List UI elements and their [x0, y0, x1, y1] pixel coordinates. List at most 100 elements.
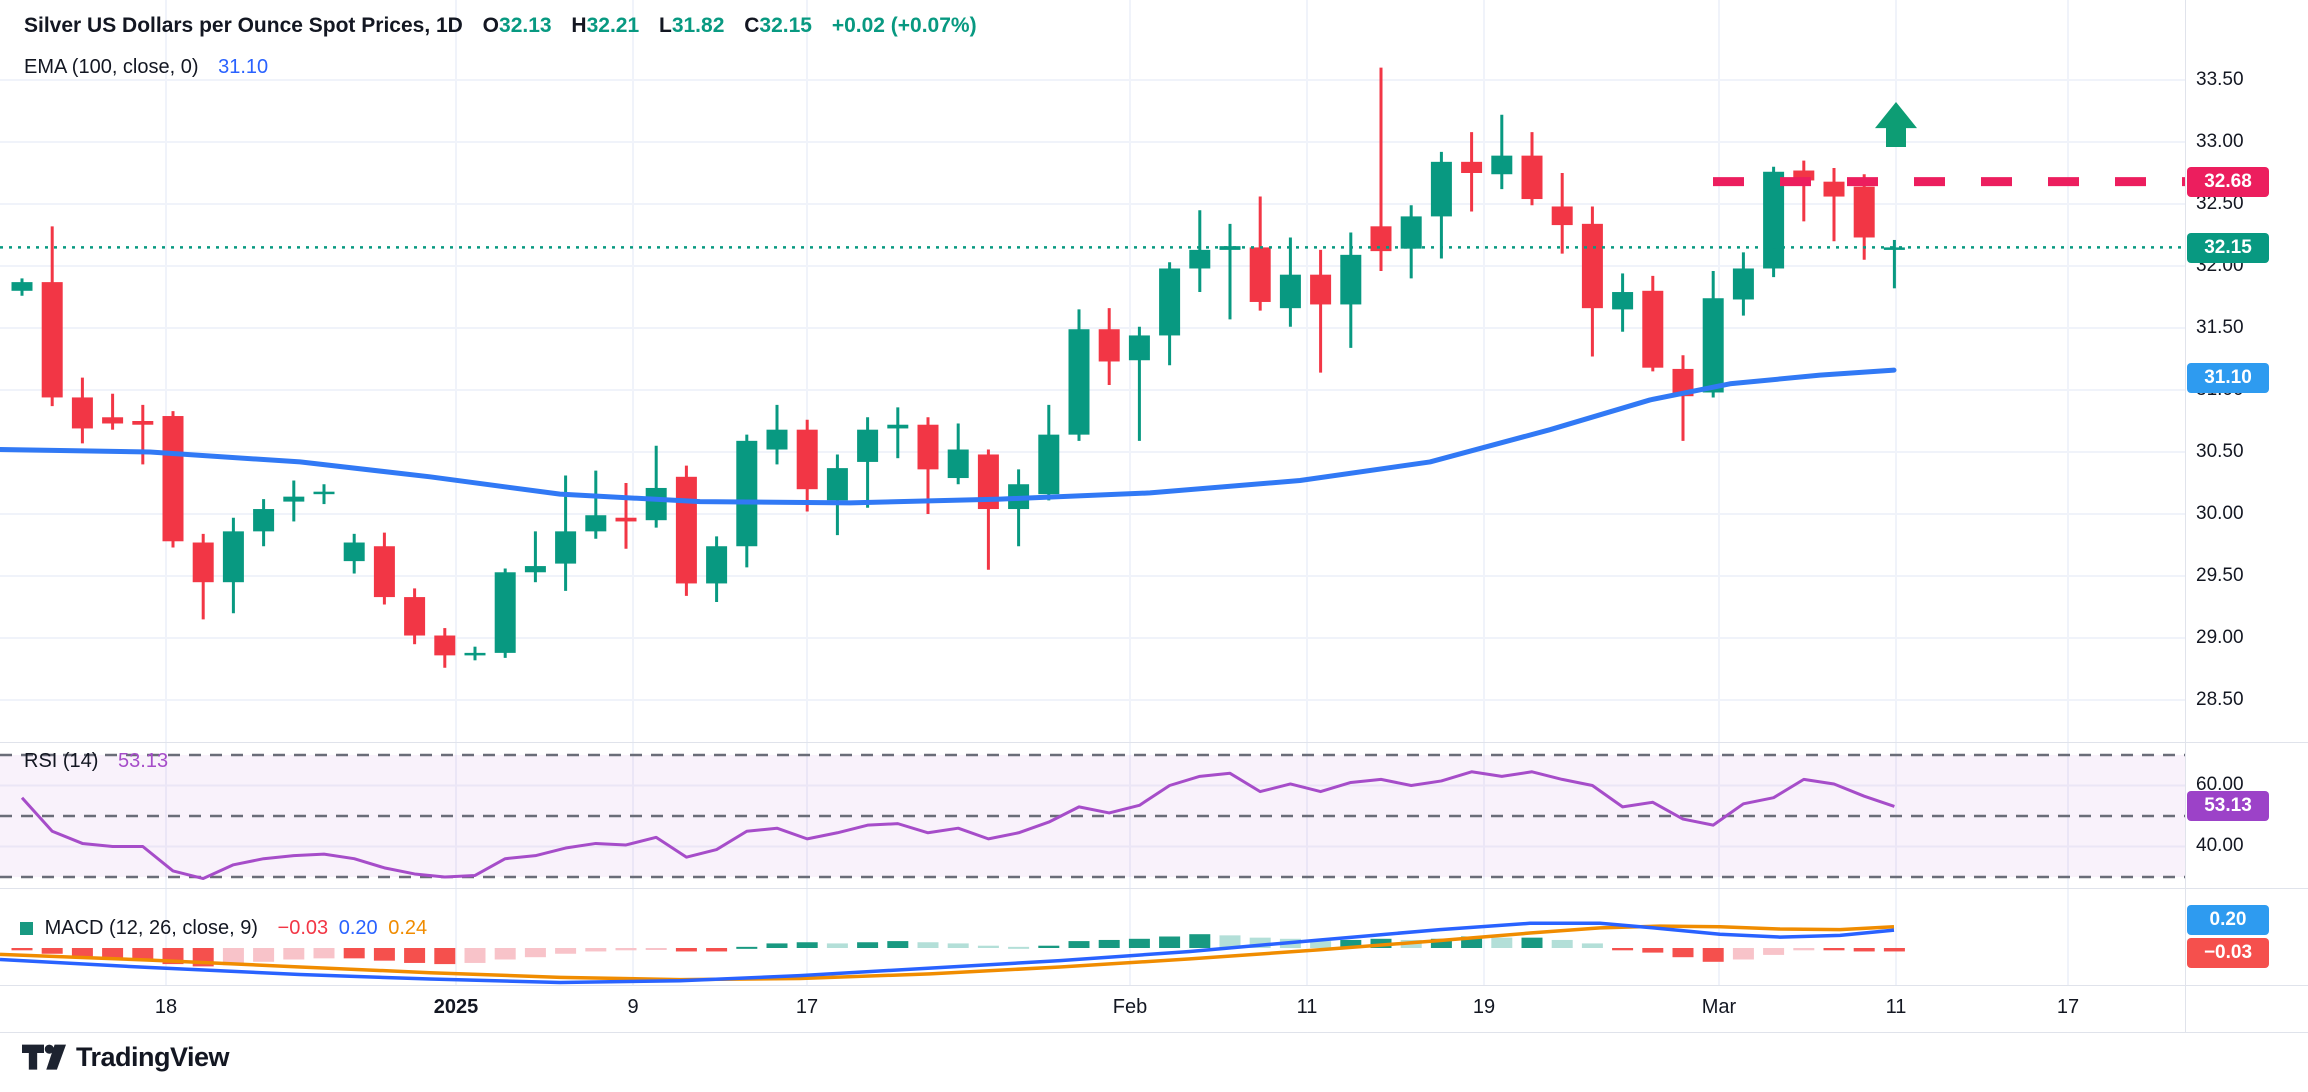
macd-hist-bar — [1581, 943, 1603, 948]
macd-hist-bar — [1128, 938, 1150, 948]
time-axis-label: 9 — [627, 996, 639, 1018]
ema-value: 31.10 — [218, 56, 269, 78]
candle — [1461, 161, 1483, 173]
price-axis-label: 33.50 — [2196, 69, 2244, 90]
candle — [1430, 161, 1452, 217]
ema-label: EMA (100, close, 0) — [24, 56, 199, 78]
ema-legend[interactable]: EMA (100, close, 0) 31.10 — [24, 56, 268, 79]
macd-hist-bar — [313, 948, 335, 959]
axis-value-badge: 0.20 — [2187, 905, 2269, 935]
candle — [222, 531, 244, 583]
candle — [645, 487, 667, 521]
candle — [313, 491, 335, 495]
ema-line — [0, 367, 1897, 506]
candle — [464, 652, 486, 656]
ohlc-close-label: C — [744, 14, 760, 37]
candle — [404, 597, 426, 636]
price-axis-label: 29.50 — [2196, 565, 2244, 586]
candle — [857, 429, 879, 462]
macd-signal-line — [0, 924, 1895, 982]
macd-hist-bar — [1702, 948, 1724, 962]
time-axis-label: Mar — [1701, 996, 1737, 1018]
time-axis-label: Feb — [1112, 996, 1148, 1018]
candle — [1340, 254, 1362, 305]
macd-hist-bar — [1098, 939, 1120, 948]
candle — [192, 542, 214, 583]
rsi-legend[interactable]: RSI (14) 53.13 — [24, 750, 168, 773]
macd-hist-bar — [283, 948, 305, 960]
macd-hist-bar — [524, 948, 546, 958]
price-axis-label: 29.00 — [2196, 627, 2244, 648]
candle — [1883, 247, 1905, 250]
macd-hist-bar — [1189, 934, 1211, 948]
macd-hist-bar — [1642, 948, 1664, 953]
divider-chart-timeaxis — [0, 985, 2308, 986]
up-arrow-marker — [1875, 102, 1917, 147]
tradingview-logo[interactable]: TradingView — [22, 1042, 230, 1073]
candle — [766, 429, 788, 450]
candle — [1279, 274, 1301, 309]
divider-main-rsi[interactable] — [0, 742, 2308, 743]
macd-hist-bar — [41, 948, 63, 954]
candle — [434, 635, 456, 656]
macd-hist-bar — [494, 948, 516, 960]
macd-hist-bar — [917, 942, 939, 948]
macd-hist-bar — [1430, 938, 1452, 948]
macd-signal-value: 0.24 — [388, 917, 428, 939]
ohlc-low-label: L — [659, 14, 672, 37]
time-axis-label: 19 — [1472, 996, 1496, 1018]
candle — [1189, 249, 1211, 269]
candle — [162, 416, 184, 542]
candle — [283, 496, 305, 502]
candle — [1038, 434, 1060, 495]
divider-rsi-macd[interactable] — [0, 888, 2308, 889]
price-axis-label: 30.50 — [2196, 441, 2244, 462]
macd-hist-bar — [1732, 948, 1754, 960]
ohlc-open-value: 32.13 — [499, 14, 552, 37]
tradingview-logo-icon — [22, 1044, 66, 1070]
macd-hist-bar — [434, 948, 456, 965]
macd-hist-bar — [585, 948, 607, 952]
price-axis-label: 30.00 — [2196, 503, 2244, 524]
macd-legend[interactable]: MACD (12, 26, close, 9) −0.03 0.20 0.24 — [20, 917, 427, 940]
ohlc-low-value: 31.82 — [671, 14, 725, 37]
time-axis-label: 11 — [1296, 996, 1318, 1018]
candle — [675, 476, 697, 584]
macd-hist-bar — [947, 943, 969, 948]
candle — [41, 282, 63, 398]
candle — [1400, 216, 1422, 249]
price-axis-label: 33.00 — [2196, 131, 2244, 152]
ohlc-change: +0.02 (+0.07%) — [831, 14, 977, 37]
time-axis-label: 17 — [795, 996, 819, 1018]
macd-hist-bar — [1159, 936, 1181, 948]
candle — [11, 282, 33, 291]
candle — [1853, 186, 1875, 238]
macd-hist-bar — [1491, 937, 1513, 948]
candle — [1732, 268, 1754, 300]
macd-hist-bar — [1219, 935, 1241, 948]
candle — [555, 531, 577, 564]
macd-hist-bar — [675, 948, 697, 952]
macd-hist-bar — [1763, 948, 1785, 955]
rsi-line — [20, 770, 1895, 881]
symbol-legend[interactable]: Silver US Dollars per Ounce Spot Prices,… — [24, 14, 977, 38]
price-axis-label: 28.50 — [2196, 689, 2244, 710]
candle — [1793, 170, 1815, 181]
axis-value-badge: 32.68 — [2187, 167, 2269, 197]
macd-hist-bar — [1310, 941, 1332, 948]
macd-hist-bar — [132, 948, 154, 960]
candle — [253, 509, 275, 532]
candle — [826, 468, 848, 501]
macd-hist-bar — [11, 948, 33, 951]
candle — [977, 454, 999, 510]
macd-hist-bar — [1008, 946, 1030, 949]
axis-value-badge: 31.10 — [2187, 363, 2269, 393]
candle — [1310, 274, 1332, 305]
candle — [1612, 292, 1634, 310]
macd-hist-bar — [102, 948, 124, 959]
ohlc-open-label: O — [482, 14, 500, 37]
macd-hist-bar — [1340, 939, 1362, 948]
macd-line-value: 0.20 — [338, 917, 378, 939]
candle — [373, 546, 395, 598]
